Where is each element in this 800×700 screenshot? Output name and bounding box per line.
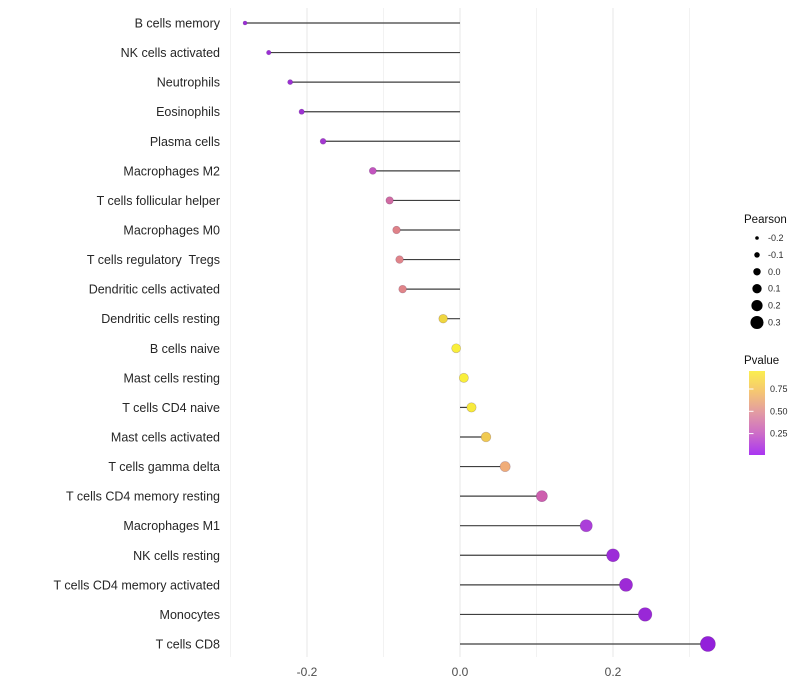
category-label: T cells follicular helper [97,194,220,208]
pearson-legend-label: 0.2 [768,301,781,311]
lollipop-dot [368,167,377,175]
category-label: T cells CD4 memory activated [54,578,221,592]
x-axis-tick-label: 0.0 [452,665,469,679]
category-label: Dendritic cells resting [101,312,220,326]
category-label: T cells CD4 memory resting [66,490,220,504]
lollipop-dot [242,20,248,26]
lollipop-dot [392,225,401,235]
category-label: T cells CD8 [156,637,220,651]
category-label: Dendritic cells activated [89,283,220,297]
x-axis-tick-label: 0.2 [605,665,622,679]
category-label: Neutrophils [157,76,220,90]
pearson-legend-dot [752,284,762,294]
pearson-legend-label: 0.1 [768,284,781,294]
category-label: T cells gamma delta [108,460,220,474]
pearson-legend-dot [755,236,759,240]
lollipop-dot [466,402,477,413]
pearson-legend-label: 0.3 [768,318,781,328]
lollipop-dot [319,138,327,145]
lollipop-dot [298,108,305,115]
category-label: Plasma cells [150,135,220,149]
category-label: B cells memory [135,17,221,31]
pvalue-legend-label: 0.25 [770,429,788,439]
category-label: T cells regulatory Tregs [87,253,220,267]
lollipop-dot [451,343,462,354]
category-label: Monocytes [160,608,220,622]
pvalue-legend-label: 0.50 [770,406,788,416]
pvalue-gradient-bar [749,371,765,455]
pearson-legend-label: -0.1 [768,250,784,260]
lollipop-dot [579,519,593,533]
lollipop-dot [438,314,448,324]
lollipop-dot [398,284,407,294]
pearson-legend-dot [753,268,761,276]
category-label: Macrophages M2 [123,164,220,178]
lollipop-dot [619,577,633,592]
category-label: B cells naive [150,342,220,356]
lollipop-dot [606,548,620,562]
lollipop-dot [499,461,511,472]
x-axis-tick-label: -0.2 [297,665,318,679]
pearson-legend-title: Pearson [744,214,787,226]
lollipop-dot [385,196,394,205]
lollipop-dot [395,255,404,264]
pearson-legend-label: -0.2 [768,233,784,243]
category-label: Macrophages M1 [123,519,220,533]
lollipop-dot [700,636,716,652]
lollipop-dot [266,49,272,56]
lollipop-dot [535,490,548,502]
category-label: Macrophages M0 [123,223,220,237]
category-label: Mast cells activated [111,430,220,444]
lollipop-dot [638,607,653,622]
lollipop-dot [458,372,469,383]
category-label: NK cells activated [121,46,220,60]
lollipop-dot [480,431,492,443]
category-label: T cells CD4 naive [122,401,220,415]
pearson-legend-dot [750,315,764,330]
category-label: NK cells resting [133,549,220,563]
pearson-legend-dot [754,252,760,258]
pearson-legend-label: 0.0 [768,267,781,277]
pvalue-legend-label: 0.75 [770,384,788,394]
pvalue-legend-title: Pvalue [744,355,779,367]
pearson-legend-dot [751,300,763,312]
lollipop-dot [287,79,294,85]
category-label: Eosinophils [156,105,220,119]
category-label: Mast cells resting [123,371,220,385]
